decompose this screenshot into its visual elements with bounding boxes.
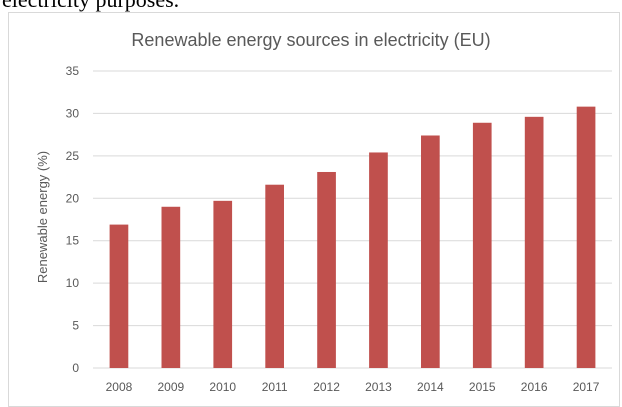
y-tick-label: 25 — [66, 149, 80, 163]
x-tick-label: 2012 — [313, 380, 340, 394]
y-tick-label: 10 — [66, 276, 80, 290]
bar-2008 — [109, 224, 129, 368]
bar-2014 — [421, 135, 440, 368]
y-axis-ticks: 0 5 10 15 20 25 30 35 — [66, 64, 80, 375]
x-tick-label: 2015 — [469, 380, 496, 394]
bar-2013 — [369, 152, 388, 368]
x-tick-label: 2017 — [573, 380, 600, 394]
bar-2015 — [472, 122, 492, 369]
bar-2011 — [265, 184, 284, 368]
y-tick-label: 15 — [66, 234, 80, 248]
caption-fragment: electricity purposes. — [2, 0, 179, 13]
x-tick-label: 2016 — [521, 380, 548, 394]
y-tick-label: 35 — [66, 64, 80, 78]
x-axis-ticks: 2008 2009 2010 2011 2012 2013 2014 2015 2016 2017 — [106, 380, 600, 394]
x-tick-label: 2011 — [262, 380, 288, 394]
x-tick-label: 2009 — [157, 380, 184, 394]
y-axis-label: Renewable energy (%) — [35, 151, 50, 283]
x-tick-label: 2008 — [106, 380, 133, 394]
y-tick-label: 30 — [66, 106, 80, 120]
bar-2017 — [576, 106, 596, 368]
y-tick-label: 5 — [72, 319, 79, 333]
y-tick-label: 0 — [72, 361, 79, 375]
bar-2010 — [213, 200, 233, 368]
bar-2016 — [524, 116, 544, 368]
y-tick-label: 20 — [66, 191, 80, 205]
bars — [109, 106, 596, 369]
x-tick-label: 2014 — [417, 380, 444, 394]
x-tick-label: 2013 — [365, 380, 392, 394]
chart-title: Renewable energy sources in electricity … — [131, 30, 491, 50]
x-tick-label: 2010 — [209, 380, 236, 394]
bar-2009 — [161, 206, 181, 368]
bar-2012 — [317, 171, 336, 368]
